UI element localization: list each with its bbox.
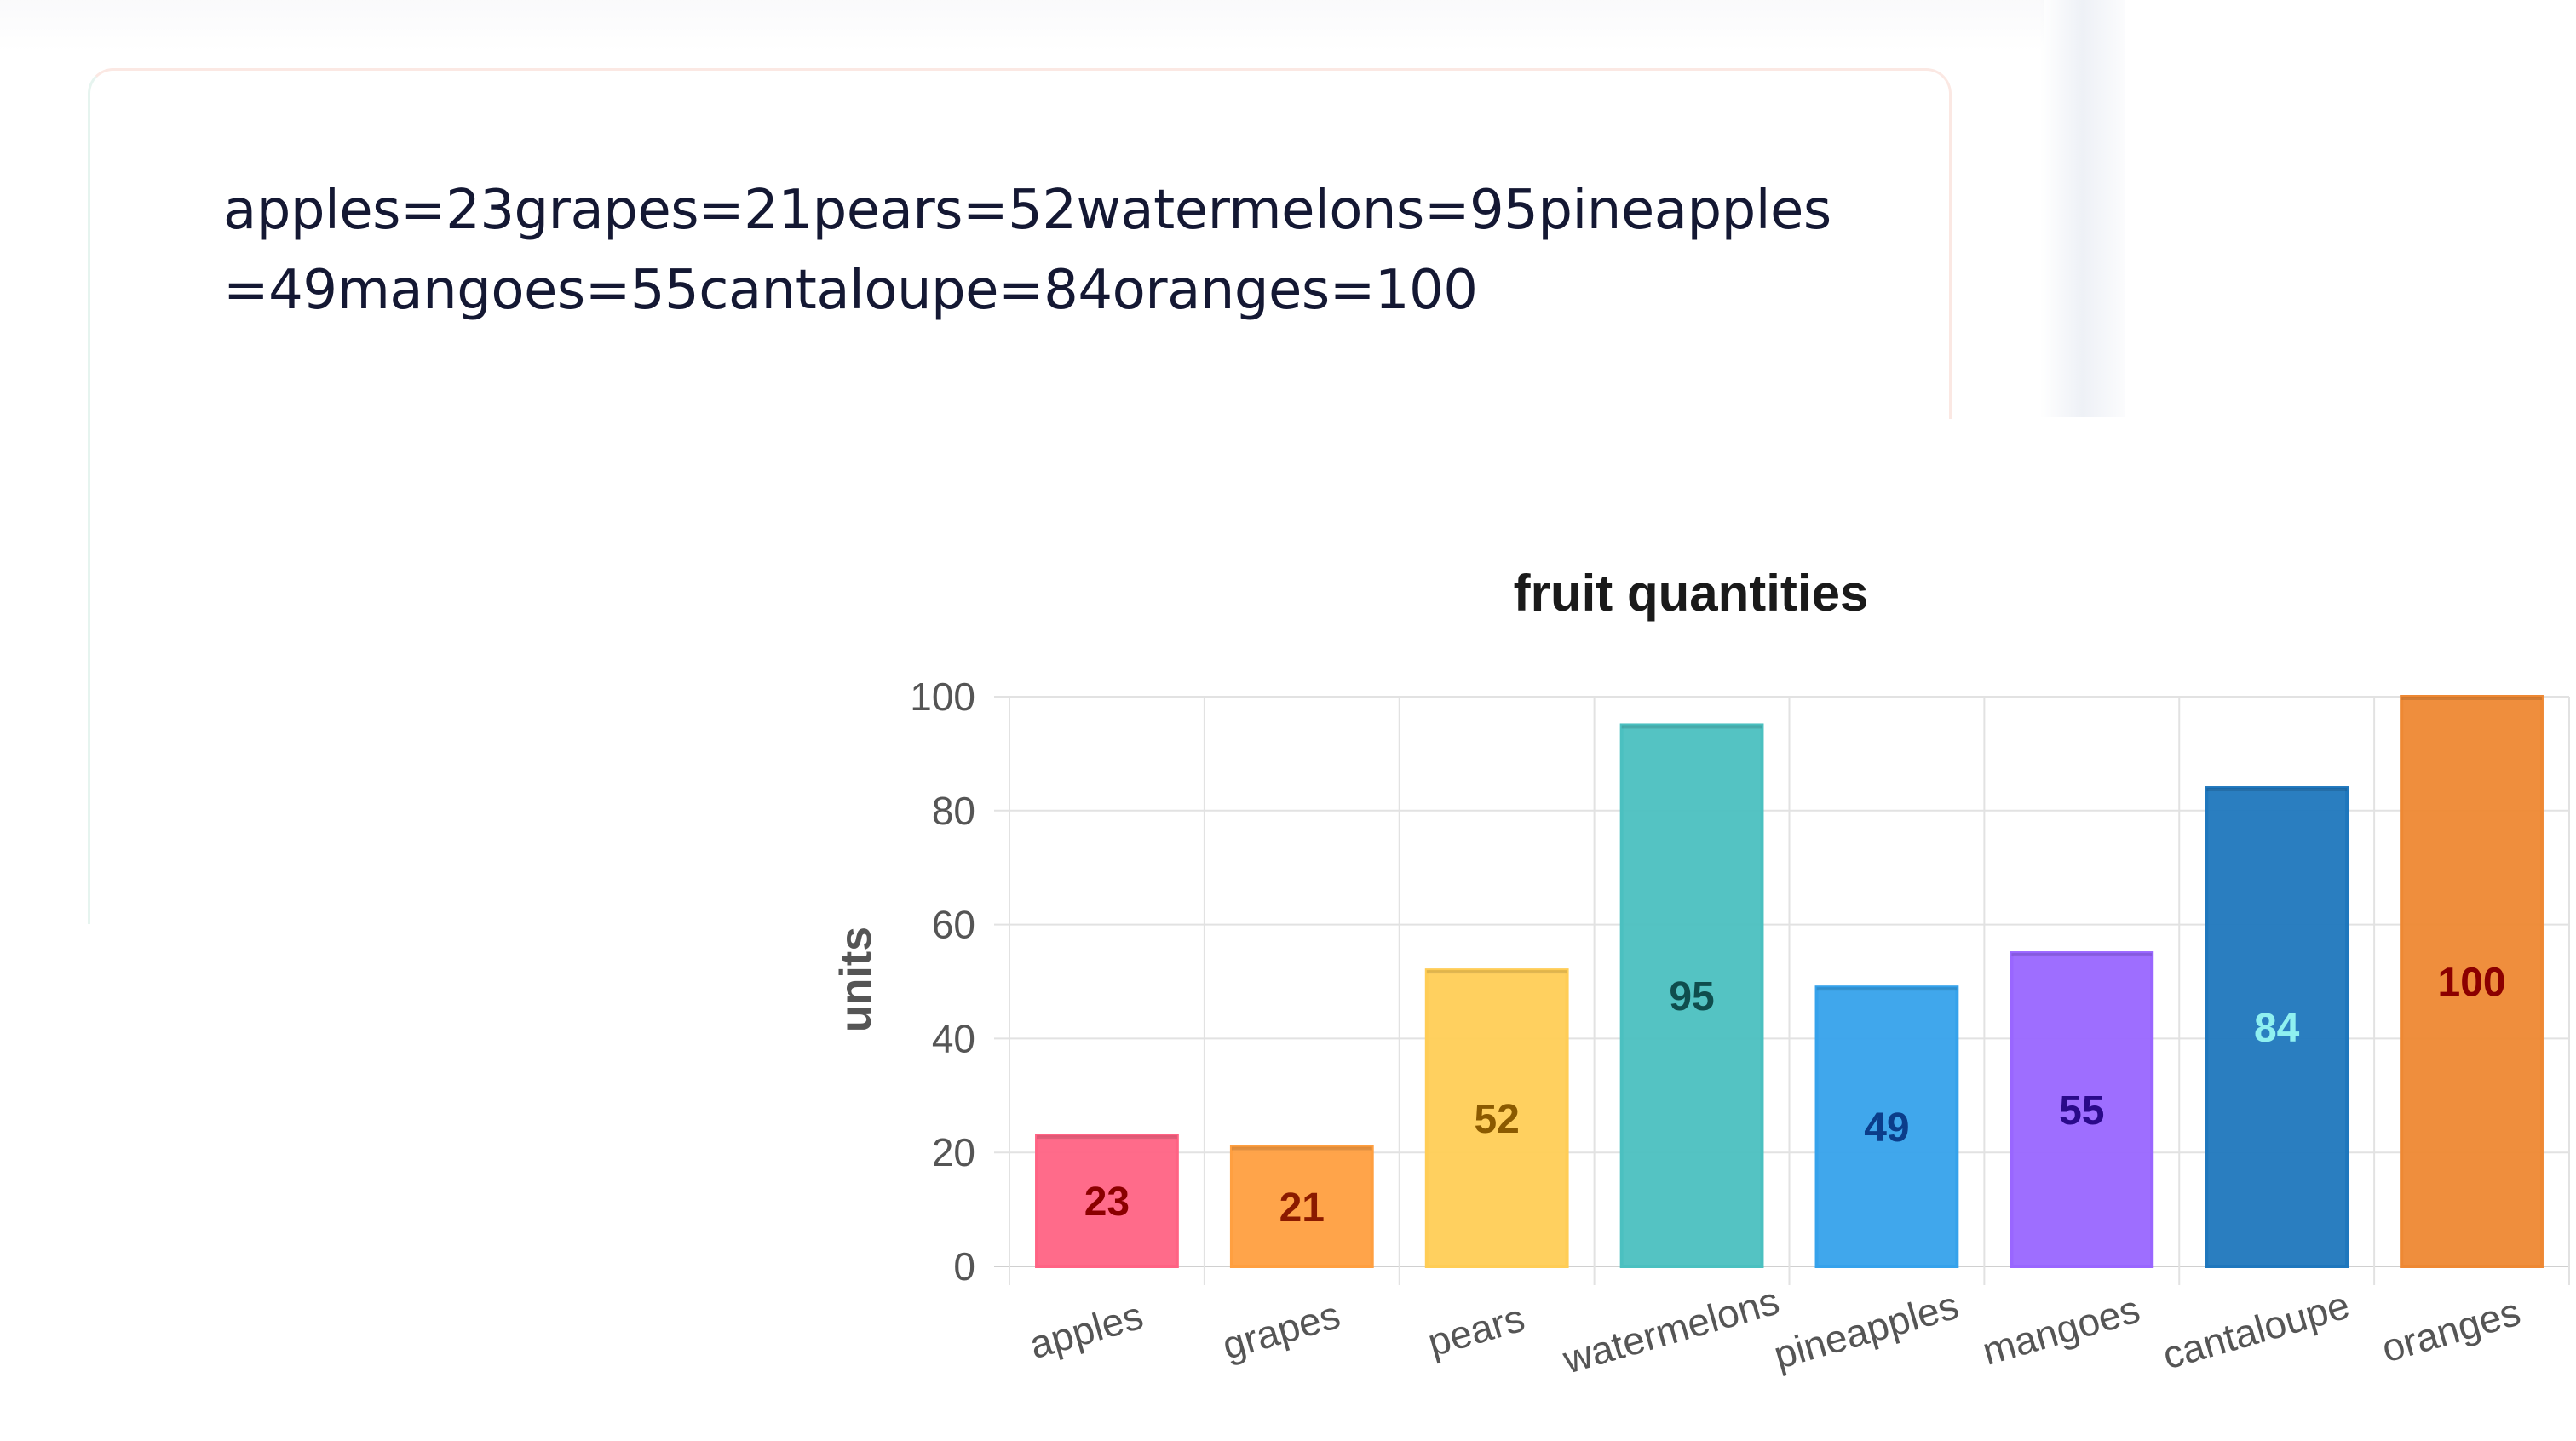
- bar-top-edge: [2011, 953, 2153, 957]
- x-tick-label: mangoes: [1977, 1287, 2144, 1374]
- background-shadow-top: [0, 0, 2044, 51]
- bar-oranges: [2400, 695, 2544, 1268]
- x-tick-label: oranges: [2377, 1289, 2525, 1371]
- bar-grapes: [1229, 1145, 1374, 1269]
- y-tick-label: 0: [953, 1244, 975, 1289]
- bar-pineapples: [1814, 985, 1959, 1268]
- bar-value-label: 52: [1474, 1097, 1519, 1142]
- bar-value-label: 100: [2438, 961, 2506, 1006]
- bar-cantaloupe: [2205, 786, 2349, 1268]
- x-tick-label: cantaloupe: [2158, 1283, 2355, 1378]
- x-tick-label: grapes: [1217, 1292, 1345, 1368]
- bars: [1035, 695, 2544, 1269]
- bar-top-edge: [1037, 1135, 1177, 1140]
- bar-watermelons: [1619, 723, 1764, 1268]
- bar-pears: [1424, 968, 1569, 1268]
- bar-value-label: 49: [1864, 1105, 1909, 1151]
- bar-top-edge: [2401, 697, 2542, 700]
- y-tick-label: 80: [932, 789, 975, 833]
- y-tick-label: 20: [932, 1130, 975, 1174]
- x-tick-label: apples: [1025, 1293, 1148, 1367]
- bar-mangoes: [2010, 951, 2154, 1269]
- x-tick-label: pineapples: [1768, 1283, 1963, 1377]
- x-tick-label: watermelons: [1557, 1278, 1784, 1382]
- bar-top-edge: [1816, 987, 1958, 991]
- bar-value-label: 84: [2254, 1006, 2300, 1051]
- bar-top-edge: [1426, 970, 1567, 974]
- bar-top-edge: [1621, 725, 1762, 729]
- background-shadow-right: [2040, 0, 2125, 417]
- bar-value-label: 21: [1279, 1186, 1325, 1231]
- bar-value-label: 55: [2059, 1088, 2104, 1134]
- bar-value-label: 23: [1084, 1180, 1130, 1225]
- chart-title: fruit quantities: [1514, 565, 1869, 622]
- bar-apples: [1035, 1134, 1179, 1268]
- x-tick-label: pears: [1423, 1295, 1529, 1365]
- y-axis-label: units: [831, 927, 881, 1032]
- y-tick-label: 40: [932, 1016, 975, 1060]
- y-tick-label: 100: [910, 675, 975, 719]
- bar-top-edge: [2206, 788, 2348, 792]
- prompt-text: apples=23grapes=21pears=52watermelons=95…: [223, 179, 1831, 322]
- y-tick-label: 60: [932, 903, 975, 947]
- bar-top-edge: [1231, 1146, 1372, 1151]
- bar-value-label: 95: [1669, 974, 1714, 1019]
